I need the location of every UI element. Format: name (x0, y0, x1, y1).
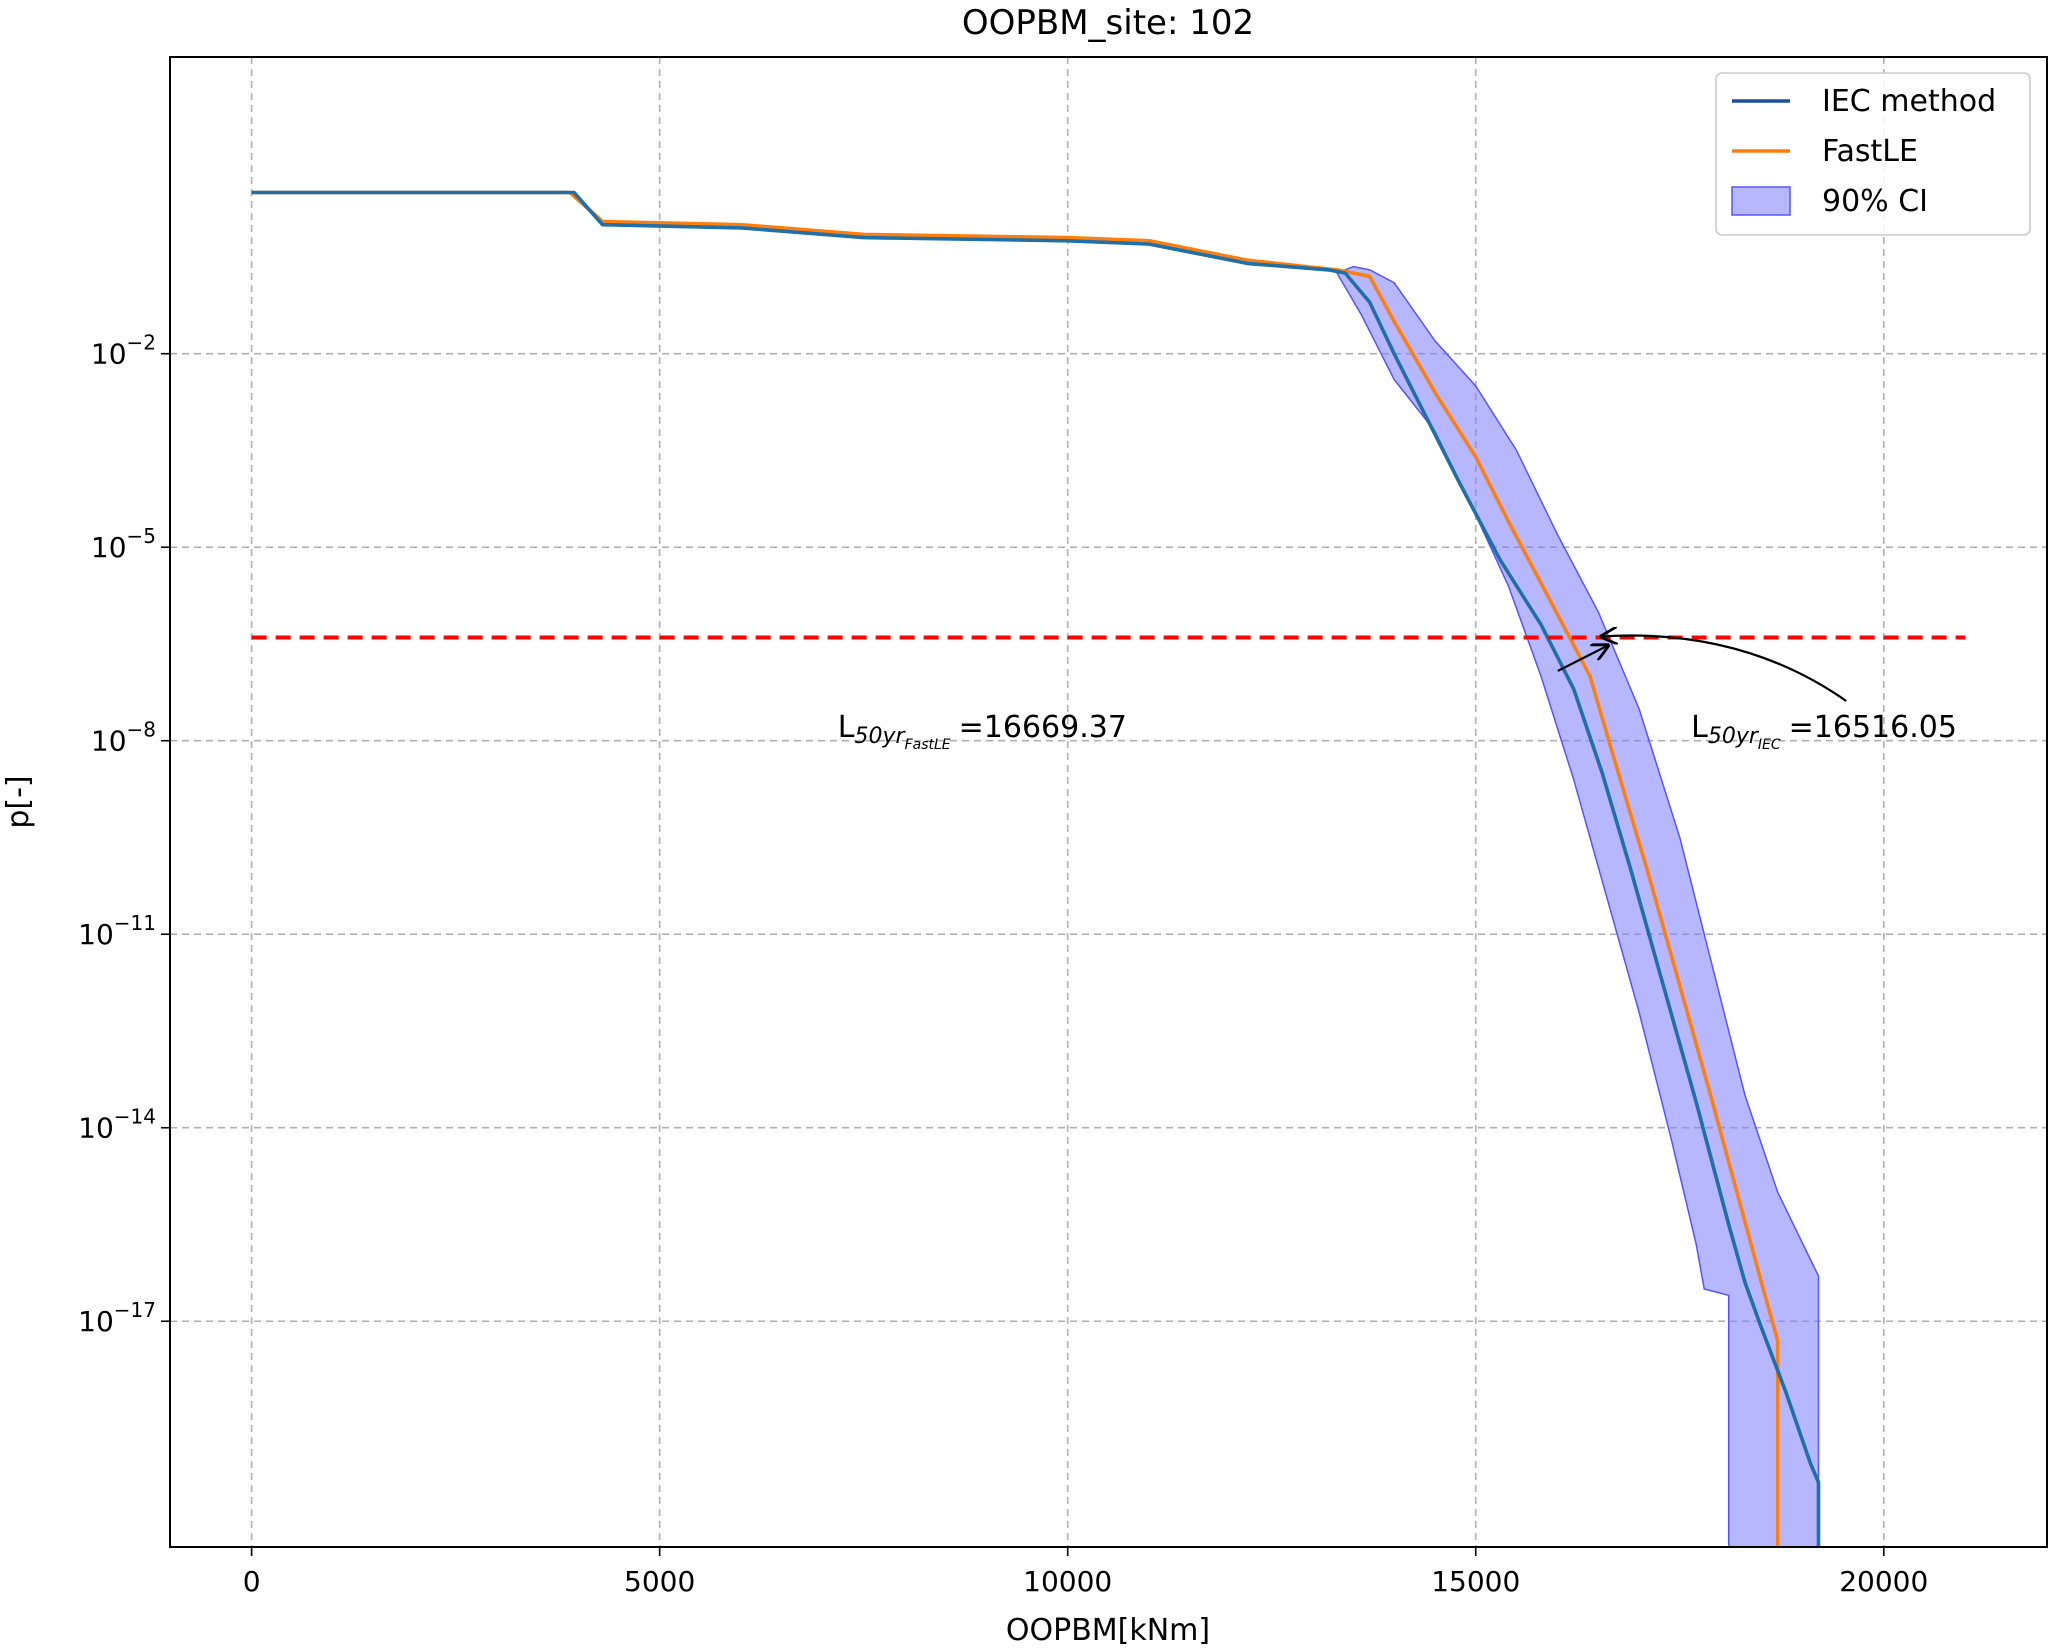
annotation-subsub: FastLE (905, 737, 951, 753)
legend-label-iec-method: IEC method (1822, 84, 1996, 119)
y-tick-label-base: 10 (78, 1112, 114, 1145)
annotation-arrow-fastle (1557, 646, 1608, 672)
x-axis-ticks: 0 5000 10000 15000 20000 (243, 1547, 1928, 1598)
annotation-label-fastle: L50yrFastLE =16669.37 (838, 710, 1127, 753)
y-tick-label-exponent: −2 (127, 331, 156, 355)
series-line-fastle (251, 190, 1780, 1547)
y-tick-label: 10−2 (91, 331, 156, 371)
x-tick-label: 20000 (1839, 1565, 1928, 1598)
legend-label-fastle: FastLE (1822, 134, 1918, 169)
y-tick-label-exponent: −17 (114, 1298, 156, 1322)
x-tick-label: 15000 (1431, 1565, 1520, 1598)
x-tick-label: 10000 (1023, 1565, 1112, 1598)
series-layer (251, 190, 1821, 1547)
y-tick-label: 10−5 (91, 524, 156, 564)
y-tick-label-base: 10 (78, 918, 114, 951)
y-tick-label: 10−8 (91, 718, 156, 758)
plot-frame (169, 56, 2048, 1548)
annotation-layer: L50yrFastLE =16669.37 L50yrIEC =16516.05 (838, 636, 1957, 753)
x-tick-label: 5000 (624, 1565, 695, 1598)
y-tick-label-exponent: −11 (114, 911, 156, 935)
annotation-base: L (1691, 710, 1708, 745)
legend-label-90-ci: 90% CI (1822, 184, 1928, 219)
annotation-subsub: IEC (1758, 737, 1781, 753)
y-tick-label-base: 10 (78, 1305, 114, 1338)
annotation-sub: 50yr (855, 724, 907, 749)
x-tick-label: 0 (243, 1565, 261, 1598)
series-line-iec-method (251, 190, 1821, 1547)
annotation-base: L (838, 710, 855, 745)
annotation-label-iec: L50yrIEC =16516.05 (1691, 710, 1957, 753)
y-axis-title: p[-] (1, 775, 36, 828)
y-tick-label-base: 10 (91, 725, 127, 758)
x-axis-title: OOPBM[kNm] (1006, 1613, 1210, 1648)
y-tick-label-exponent: −14 (114, 1105, 156, 1129)
chart-title: OOPBM_site: 102 (962, 3, 1254, 43)
y-tick-label-base: 10 (91, 338, 127, 371)
annotation-value: =16516.05 (1789, 710, 1957, 745)
legend: IEC method FastLE 90% CI (1715, 72, 2031, 236)
y-tick-label-exponent: −8 (127, 718, 156, 742)
annotation-arrow-iec (1601, 636, 1847, 702)
y-tick-label: 10−14 (78, 1105, 156, 1145)
y-tick-label-base: 10 (91, 531, 127, 564)
legend-swatch-90-ci (1731, 186, 1791, 216)
annotation-value: =16669.37 (959, 710, 1127, 745)
y-tick-label: 10−11 (78, 911, 156, 951)
annotation-sub: 50yr (1708, 724, 1760, 749)
y-tick-label-exponent: −5 (127, 524, 156, 548)
y-tick-label: 10−17 (78, 1298, 156, 1338)
legend-box (1715, 72, 2031, 236)
